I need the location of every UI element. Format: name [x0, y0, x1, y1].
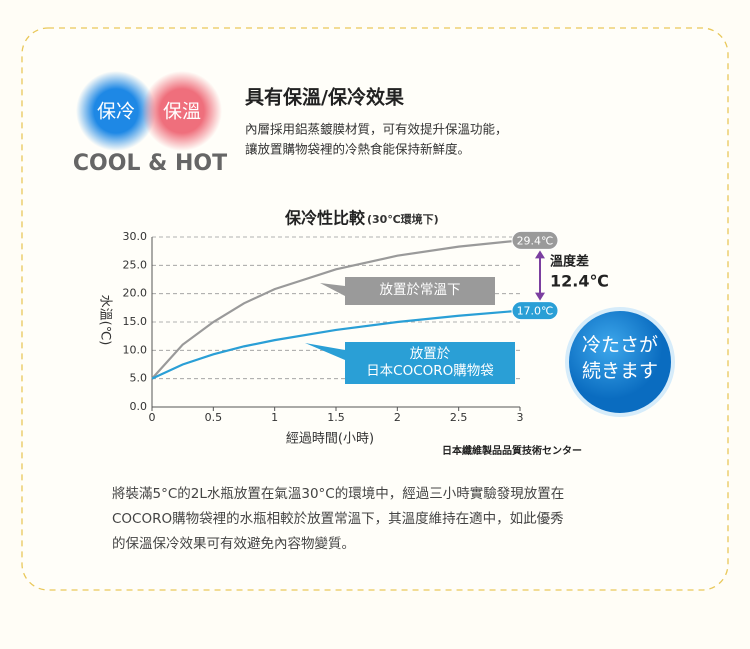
chart-subtitle: (30℃環境下) — [367, 212, 439, 226]
header-text: 內層採用鋁蒸鍍膜材質，可有效提升保溫功能， — [245, 122, 508, 137]
callout-pointer — [320, 283, 345, 296]
callout-pointer — [305, 343, 345, 360]
value-label: 17.0℃ — [517, 305, 554, 318]
diff-arrowhead — [535, 292, 545, 301]
badge-bubble — [565, 307, 675, 417]
annotation: 12.4℃ — [550, 272, 609, 291]
diff-arrowhead — [535, 250, 545, 259]
badge-hot-bg — [142, 71, 222, 151]
badge-cool-bg — [76, 71, 156, 151]
x-tick-label: 2 — [394, 411, 401, 424]
value-label-bg — [511, 230, 559, 250]
source: 日本纖維製品品質技術センター — [442, 444, 582, 457]
bubble-text: 冷たさが 続きます — [581, 334, 658, 382]
y-tick-label: 0.0 — [130, 400, 148, 413]
badge-caption: COOL & HOT — [73, 151, 227, 176]
x-tick-label: 0 — [149, 411, 156, 424]
x-tick-label: 1 — [271, 411, 278, 424]
value-label: 29.4℃ — [517, 234, 554, 247]
y-tick-label: 20.0 — [123, 287, 148, 300]
y-tick-label: 10.0 — [123, 343, 148, 356]
y-axis-label: 水溫(℃) — [98, 295, 113, 346]
series-line — [151, 239, 521, 380]
header-text: 讓放置購物袋裡的冷熱食能保持新鮮度。 — [245, 142, 470, 157]
value-label-bg — [511, 301, 559, 321]
series-line — [151, 309, 521, 380]
y-tick-label: 25.0 — [123, 258, 148, 271]
y-tick-label: 15.0 — [123, 315, 148, 328]
legend-label: 放置於 日本COCORO購物袋 — [345, 342, 515, 384]
header-title: 具有保溫/保冷效果 — [245, 86, 404, 109]
y-tick-label: 5.0 — [130, 372, 148, 385]
body-text: COCORO購物袋裡的水瓶相較於放置常溫下，其溫度維持在適中，如此優秀 — [112, 510, 564, 527]
badge-hot: 保溫 — [163, 101, 201, 123]
x-tick-label: 2.5 — [450, 411, 468, 424]
body-text: 的保溫保冷效果可有效避免內容物變質。 — [112, 535, 355, 552]
y-tick-label: 30.0 — [123, 230, 148, 243]
body-text: 將裝滿5°C的2L水瓶放置在氣溫30°C的環境中，經過三小時實驗發現放置在 — [112, 485, 564, 502]
frame — [21, 27, 729, 591]
x-axis-label: 經過時間(小時) — [286, 432, 374, 447]
x-tick-label: 0.5 — [205, 411, 223, 424]
legend-label: 放置於常溫下 — [345, 277, 495, 305]
annotation: 溫度差 — [550, 254, 589, 270]
x-tick-label: 1.5 — [327, 411, 345, 424]
badge-cool: 保冷 — [97, 101, 135, 123]
x-tick-label: 3 — [517, 411, 524, 424]
chart-title: 保冷性比較 — [284, 209, 366, 228]
